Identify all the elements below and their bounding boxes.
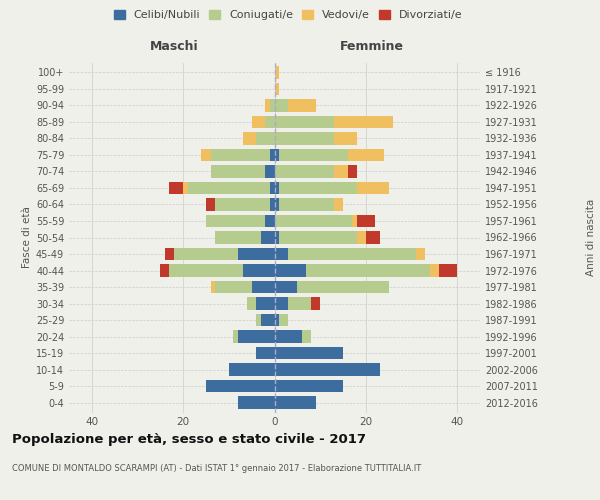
Bar (416, 248, 425, 260)
Bar (275, 99, 288, 112)
Bar (275, 149, 279, 161)
Bar (211, 166, 265, 177)
Bar (288, 298, 311, 310)
Bar (356, 182, 389, 194)
Bar (279, 232, 356, 243)
Bar (233, 330, 238, 342)
Bar (439, 264, 457, 276)
Bar (206, 198, 215, 210)
Bar (238, 396, 275, 409)
Bar (275, 166, 334, 177)
Bar (279, 149, 347, 161)
Bar (256, 347, 275, 360)
Bar (275, 380, 343, 392)
Bar (160, 264, 169, 276)
Bar (165, 248, 174, 260)
Bar (270, 99, 275, 112)
Bar (275, 264, 307, 276)
Bar (356, 232, 366, 243)
Bar (261, 232, 275, 243)
Bar (275, 132, 334, 144)
Bar (206, 380, 275, 392)
Bar (275, 314, 279, 326)
Bar (302, 330, 311, 342)
Bar (288, 99, 316, 112)
Bar (215, 281, 251, 293)
Bar (251, 281, 275, 293)
Bar (256, 132, 275, 144)
Bar (275, 66, 279, 78)
Bar (275, 182, 279, 194)
Bar (275, 396, 316, 409)
Bar (288, 248, 416, 260)
Bar (430, 264, 439, 276)
Text: Popolazione per età, sesso e stato civile - 2017: Popolazione per età, sesso e stato civil… (12, 432, 366, 446)
Bar (279, 182, 356, 194)
Bar (275, 281, 298, 293)
Bar (275, 298, 288, 310)
Bar (275, 248, 288, 260)
Y-axis label: Fasce di età: Fasce di età (22, 206, 32, 268)
Bar (174, 248, 238, 260)
Bar (188, 182, 270, 194)
Bar (298, 281, 389, 293)
Bar (261, 314, 275, 326)
Bar (311, 298, 320, 310)
Bar (242, 132, 256, 144)
Bar (275, 232, 279, 243)
Bar (270, 149, 275, 161)
Bar (307, 264, 430, 276)
Bar (206, 215, 265, 227)
Bar (256, 298, 275, 310)
Bar (334, 116, 393, 128)
Bar (275, 215, 352, 227)
Bar (229, 364, 275, 376)
Text: Femmine: Femmine (340, 40, 404, 52)
Bar (347, 166, 356, 177)
Bar (334, 166, 347, 177)
Bar (238, 248, 275, 260)
Bar (270, 182, 275, 194)
Bar (169, 264, 242, 276)
Bar (215, 198, 270, 210)
Bar (247, 298, 256, 310)
Bar (242, 264, 275, 276)
Bar (238, 330, 275, 342)
Bar (334, 198, 343, 210)
Bar (256, 314, 261, 326)
Legend: Celibi/Nubili, Coniugati/e, Vedovi/e, Divorziati/e: Celibi/Nubili, Coniugati/e, Vedovi/e, Di… (109, 6, 467, 25)
Bar (211, 149, 270, 161)
Text: COMUNE DI MONTALDO SCARAMPI (AT) - Dati ISTAT 1° gennaio 2017 - Elaborazione TUT: COMUNE DI MONTALDO SCARAMPI (AT) - Dati … (12, 464, 421, 473)
Bar (275, 364, 380, 376)
Bar (352, 215, 356, 227)
Bar (275, 116, 334, 128)
Bar (270, 198, 275, 210)
Bar (356, 215, 375, 227)
Bar (211, 281, 215, 293)
Bar (251, 116, 265, 128)
Bar (275, 198, 279, 210)
Bar (265, 215, 275, 227)
Bar (279, 198, 334, 210)
Bar (265, 166, 275, 177)
Bar (334, 132, 356, 144)
Bar (202, 149, 211, 161)
Bar (275, 330, 302, 342)
Bar (275, 82, 279, 95)
Text: Maschi: Maschi (149, 40, 199, 52)
Bar (366, 232, 380, 243)
Bar (215, 232, 261, 243)
Bar (347, 149, 384, 161)
Bar (183, 182, 188, 194)
Y-axis label: Anni di nascita: Anni di nascita (586, 199, 596, 276)
Bar (169, 182, 183, 194)
Bar (275, 347, 343, 360)
Bar (265, 99, 270, 112)
Bar (265, 116, 275, 128)
Bar (279, 314, 288, 326)
